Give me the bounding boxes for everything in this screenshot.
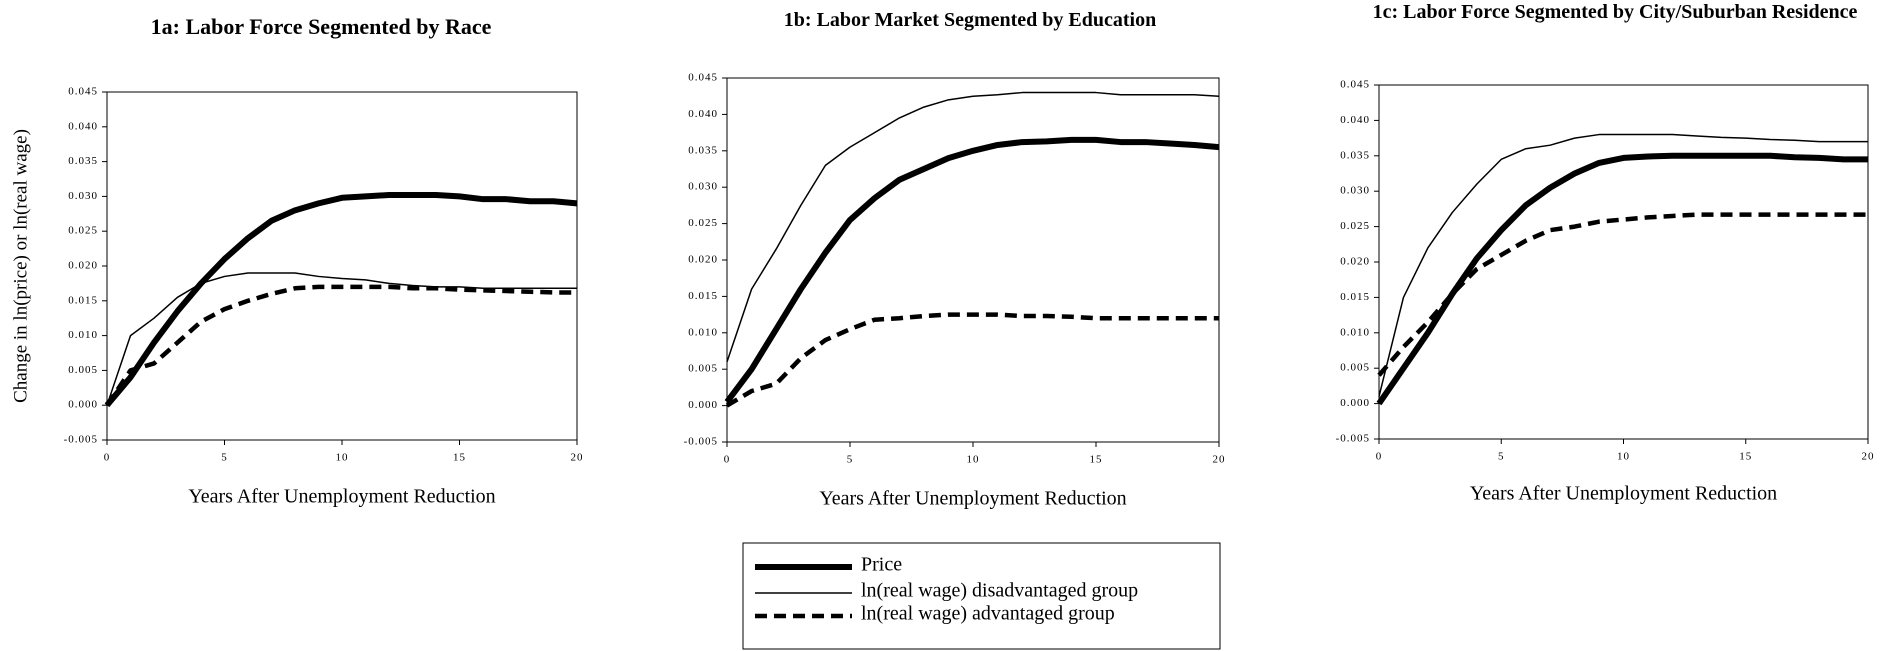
y-tick-label: 0.040 [1340,114,1370,126]
x-tick-label: 5 [847,454,854,466]
x-tick-label: 20 [571,452,584,464]
y-tick-label: 0.000 [1340,397,1370,409]
y-tick-label: 0.020 [1340,256,1370,268]
legend-box [742,542,1221,650]
y-tick-label: 0.030 [688,181,718,193]
x-tick-label: 0 [104,452,111,464]
y-tick-label: 0.045 [688,72,718,84]
y-tick-label: 0.010 [68,329,98,341]
x-tick-label: 15 [1739,451,1752,463]
series-line [106,272,577,406]
series-line [105,284,577,407]
y-tick-label: 0.035 [1340,149,1370,161]
y-tick-label: 0.020 [688,254,718,266]
y-tick-label: 0.015 [688,290,718,302]
y-tick-label: 0.035 [688,144,718,156]
y-tick-label: 0.025 [1340,220,1370,232]
series-line [1378,133,1868,397]
y-tick-label: 0.035 [68,155,98,167]
x-tick-label: 20 [1862,451,1875,463]
series-line [726,91,1220,363]
x-axis-label: Years After Unemployment Reduction [1470,483,1777,505]
series-line [725,312,1219,408]
series-line [1376,152,1868,406]
y-tick-label: 0.005 [68,364,98,376]
y-tick-label: 0.045 [68,86,98,98]
y-tick-label: 0.020 [68,260,98,272]
x-axis-label: Years After Unemployment Reduction [819,488,1126,510]
chart-title: 1c: Labor Force Segmented by City/Suburb… [1372,1,1858,23]
x-tick-label: 10 [1617,451,1630,463]
plot-frame [1378,84,1869,440]
chart-title: 1b: Labor Market Segmented by Education [783,9,1157,31]
series-line [104,192,578,408]
series-line [1377,212,1868,377]
y-tick-label: 0.030 [1340,185,1370,197]
series-line [724,136,1220,404]
legend-label: ln(real wage) advantaged group [861,603,1115,625]
x-tick-label: 15 [1090,454,1103,466]
y-tick-label: 0.025 [688,217,718,229]
legend-label: ln(real wage) disadvantaged group [861,580,1138,602]
y-tick-label: -0.005 [1336,433,1370,445]
y-tick-label: 0.040 [688,108,718,120]
x-tick-label: 15 [453,452,466,464]
y-tick-label: 0.005 [1340,362,1370,374]
x-tick-label: 20 [1213,454,1226,466]
y-tick-label: 0.000 [688,399,718,411]
x-tick-label: 0 [1376,451,1383,463]
y-tick-label: -0.005 [64,434,98,446]
x-tick-label: 5 [1498,451,1505,463]
legend-label: Price [861,554,902,576]
y-tick-label: 0.045 [1340,79,1370,91]
y-tick-label: 0.015 [68,294,98,306]
x-tick-label: 0 [724,454,731,466]
x-tick-label: 5 [221,452,228,464]
y-tick-label: 0.010 [1340,326,1370,338]
y-tick-label: 0.015 [1340,291,1370,303]
plot-frame [726,77,1220,443]
x-tick-label: 10 [336,452,349,464]
y-tick-label: 0.000 [68,399,98,411]
y-tick-label: 0.040 [68,120,98,132]
x-tick-label: 10 [967,454,980,466]
y-tick-label: 0.010 [688,326,718,338]
y-tick-label: -0.005 [684,436,718,448]
y-tick-label: 0.030 [68,190,98,202]
plot-frame [106,91,578,441]
x-axis-label: Years After Unemployment Reduction [188,486,495,508]
chart-title: 1a: Labor Force Segmented by Race [150,14,492,39]
y-axis-label: Change in ln(price) or ln(real wage) [10,129,31,403]
y-tick-label: 0.025 [68,225,98,237]
y-tick-label: 0.005 [688,363,718,375]
